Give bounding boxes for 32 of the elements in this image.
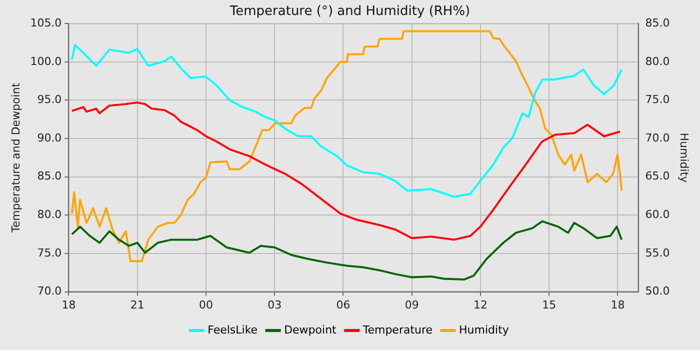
x-tick-label: 00 — [198, 298, 213, 312]
y2-tick-label: 65.0 — [645, 170, 670, 183]
x-tick-label: 03 — [268, 298, 282, 312]
x-tick-label: 21 — [130, 298, 144, 312]
y2-axis-title: Humidity — [678, 132, 691, 184]
x-tick-label: 06 — [336, 298, 350, 312]
y-tick-label: 100.0 — [30, 54, 62, 68]
y-axis-title: Temperature and Dewpoint — [9, 82, 22, 234]
y2-tick-label: 80.0 — [645, 54, 670, 68]
y-tick-label: 105.0 — [30, 16, 62, 30]
x-tick-label: 12 — [473, 298, 488, 312]
legend-label: Dewpoint — [284, 323, 338, 336]
y-tick-label: 70.0 — [37, 284, 62, 298]
x-tick-label: 18 — [62, 298, 76, 312]
y2-tick-label: 55.0 — [645, 246, 670, 260]
legend-label: Temperature — [362, 323, 433, 336]
y2-tick-label: 75.0 — [645, 93, 670, 106]
chart-title: Temperature (°) and Humidity (RH%) — [228, 4, 470, 20]
legend-label: FeelsLike — [208, 323, 258, 336]
y2-tick-label: 60.0 — [645, 208, 670, 222]
y-tick-label: 90.0 — [37, 131, 62, 144]
y-tick-label: 80.0 — [37, 208, 62, 222]
y-tick-label: 85.0 — [37, 170, 62, 183]
y-tick-label: 95.0 — [37, 93, 62, 106]
x-tick-label: 09 — [404, 298, 419, 312]
y2-tick-label: 85.0 — [645, 16, 670, 30]
y2-tick-label: 70.0 — [645, 131, 670, 144]
y2-tick-label: 50.0 — [645, 284, 670, 298]
x-tick-label: 15 — [542, 298, 556, 312]
x-tick-label: 18 — [610, 298, 625, 312]
legend-label: Humidity — [459, 323, 510, 336]
y-tick-label: 75.0 — [37, 246, 62, 260]
